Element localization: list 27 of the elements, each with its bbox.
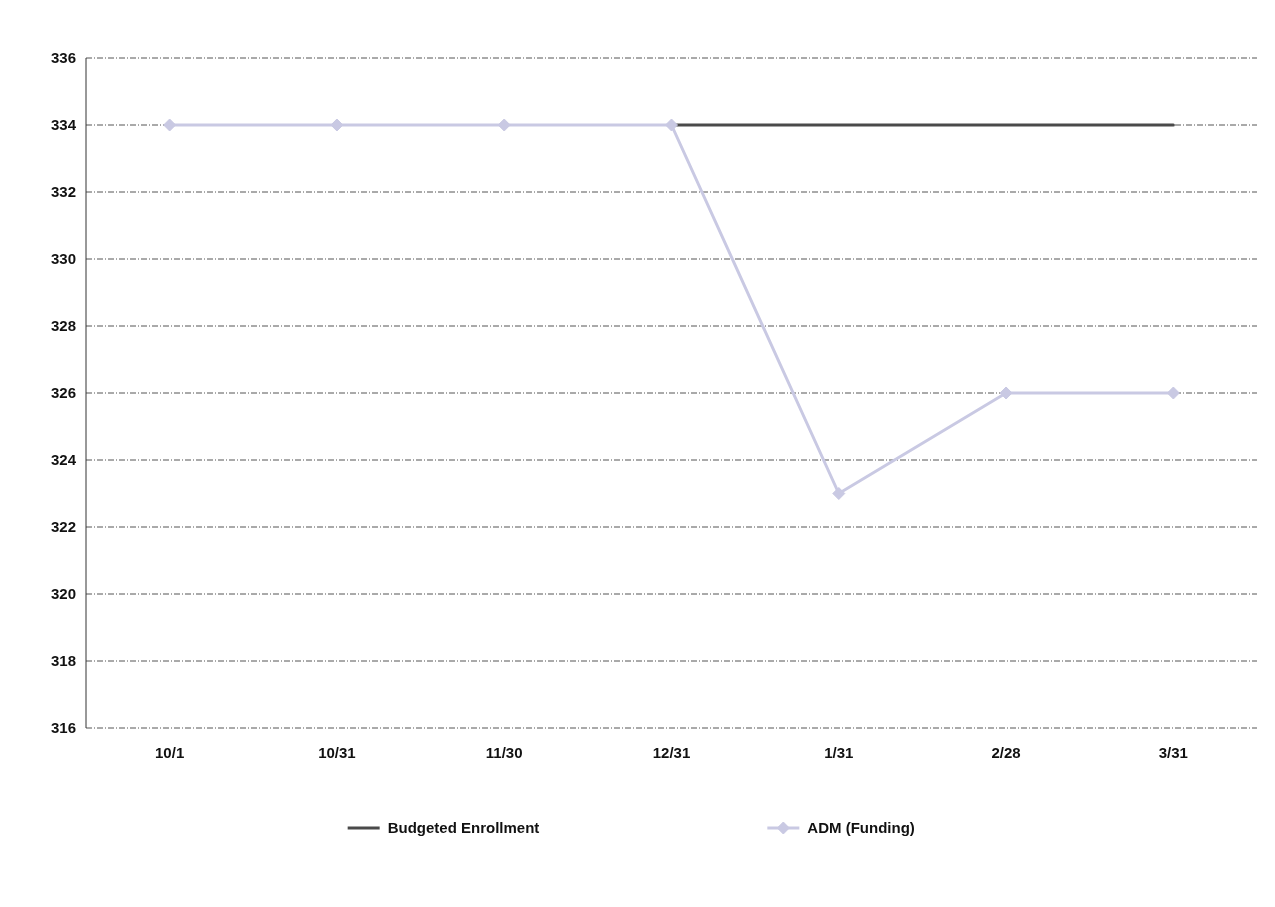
y-tick-label: 320: [50, 585, 76, 603]
point: [665, 118, 678, 132]
y-tick-label: 330: [50, 250, 76, 268]
x-tick-label: 10/31: [318, 744, 356, 761]
x-tick-label: 2/28: [991, 744, 1021, 761]
point: [163, 118, 177, 132]
y-tick-label: 318: [50, 652, 76, 670]
point: [832, 487, 846, 500]
point: [1166, 386, 1180, 400]
y-tick-label: 328: [50, 317, 76, 335]
x-tick-label: 11/30: [485, 744, 523, 761]
y-tick-label: 322: [50, 518, 76, 536]
x-tick-label: 10/1: [155, 744, 185, 761]
legend-label: Budgeted Enrollment: [387, 819, 540, 837]
point: [999, 386, 1013, 400]
y-tick-label: 336: [50, 49, 76, 67]
x-tick-label: 3/31: [1158, 744, 1188, 761]
y-tick-label: 326: [50, 384, 76, 402]
y-tick-label: 316: [50, 719, 76, 737]
y-tick-label: 334: [50, 116, 77, 134]
y-tick-label: 324: [50, 451, 77, 469]
point: [497, 118, 511, 132]
point: [330, 118, 344, 132]
legend-label: ADM (Funding): [807, 819, 915, 837]
x-tick-label: 1/31: [824, 744, 854, 761]
y-tick-label: 332: [50, 183, 76, 201]
x-tick-label: 12/31: [652, 744, 691, 761]
